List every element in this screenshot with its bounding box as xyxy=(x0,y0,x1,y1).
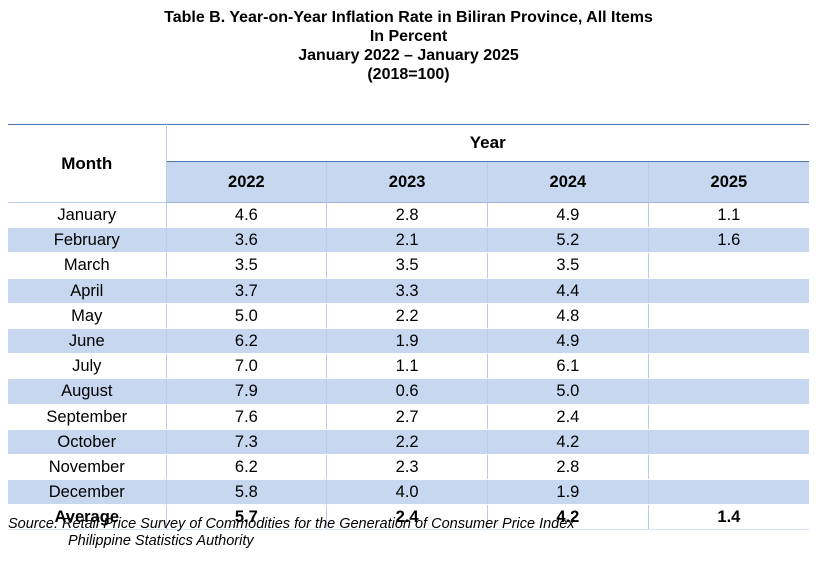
value-cell-2022: 5.8 xyxy=(165,479,327,506)
value-cell-2025 xyxy=(647,378,809,405)
value-cell-2024: 4.9 xyxy=(487,328,649,355)
title-line-2: In Percent xyxy=(369,28,448,45)
value-cell-2024: 4.4 xyxy=(487,278,649,304)
month-cell: August xyxy=(8,378,166,405)
source-line-2: Philippine Statistics Authority xyxy=(68,533,254,549)
value-cell-2022: 5.0 xyxy=(165,303,327,329)
average-value-2022: 5.7 xyxy=(165,504,327,531)
month-cell: July xyxy=(8,353,166,380)
value-cell-2023: 1.9 xyxy=(326,328,488,355)
year-column-group-header: Year xyxy=(165,124,809,162)
month-cell: April xyxy=(8,278,166,304)
month-cell: September xyxy=(8,404,166,430)
year-header-2024: 2024 xyxy=(487,161,649,203)
value-cell-2024: 4.9 xyxy=(487,202,649,229)
table-row: December 5.8 4.0 1.9 xyxy=(8,479,809,506)
value-cell-2022: 7.6 xyxy=(165,404,327,430)
value-cell-2024: 6.1 xyxy=(487,353,649,380)
month-cell: June xyxy=(8,328,166,355)
value-cell-2025: 1.1 xyxy=(647,202,809,229)
table-row: May 5.0 2.2 4.8 xyxy=(8,303,809,329)
year-header-2023: 2023 xyxy=(326,161,488,203)
value-cell-2023: 3.5 xyxy=(326,252,488,279)
month-cell: May xyxy=(8,303,166,329)
value-cell-2022: 3.7 xyxy=(165,278,327,304)
average-label: Average xyxy=(8,504,166,531)
title-line-3: January 2022 – January 2025 xyxy=(298,47,519,64)
value-cell-2025 xyxy=(647,278,809,304)
value-cell-2022: 3.5 xyxy=(165,252,327,279)
month-cell: February xyxy=(8,227,166,254)
value-cell-2023: 4.0 xyxy=(326,479,488,506)
value-cell-2023: 0.6 xyxy=(326,378,488,405)
source-note: Source: Retail Price Survey of Commoditi… xyxy=(8,516,575,550)
average-value-2023: 2.4 xyxy=(326,504,488,531)
value-cell-2022: 6.2 xyxy=(165,454,327,481)
table-row: April 3.7 3.3 4.4 xyxy=(8,278,809,304)
value-cell-2024: 2.4 xyxy=(487,404,649,430)
value-cell-2023: 2.7 xyxy=(326,404,488,430)
title-line-1: Table B. Year-on-Year Inflation Rate in … xyxy=(164,9,653,26)
year-header-2022: 2022 xyxy=(166,161,327,203)
value-cell-2023: 2.8 xyxy=(326,202,488,229)
value-cell-2025 xyxy=(647,353,809,380)
month-cell: March xyxy=(8,252,166,279)
table-body: January 4.6 2.8 4.9 1.1 February 3.6 2.1 5.2 1.6 M… xyxy=(8,202,809,506)
value-cell-2024: 5.2 xyxy=(487,227,649,254)
value-cell-2022: 6.2 xyxy=(165,328,327,355)
table-row: June 6.2 1.9 4.9 xyxy=(8,328,809,355)
value-cell-2023: 2.1 xyxy=(326,227,488,254)
title-line-4: (2018=100) xyxy=(367,66,450,83)
table-row: September 7.6 2.7 2.4 xyxy=(8,404,809,430)
value-cell-2023: 1.1 xyxy=(326,353,488,380)
table-row: July 7.0 1.1 6.1 xyxy=(8,353,809,380)
average-row: Average 5.7 2.4 4.2 1.4 xyxy=(8,504,809,531)
month-cell: October xyxy=(8,429,166,455)
value-cell-2025 xyxy=(647,479,809,506)
value-cell-2025 xyxy=(647,303,809,329)
value-cell-2023: 2.3 xyxy=(326,454,488,481)
table-row: March 3.5 3.5 3.5 xyxy=(8,252,809,279)
value-cell-2022: 7.0 xyxy=(165,353,327,380)
table-title: Table B. Year-on-Year Inflation Rate in … xyxy=(0,8,817,84)
value-cell-2023: 2.2 xyxy=(326,429,488,455)
inflation-table: Month Year 2022 2023 2024 2025 January 4.… xyxy=(8,124,809,531)
value-cell-2022: 4.6 xyxy=(165,202,327,229)
month-cell: January xyxy=(8,202,166,229)
value-cell-2025 xyxy=(647,454,809,481)
year-header-2025: 2025 xyxy=(647,161,809,203)
table-row: August 7.9 0.6 5.0 xyxy=(8,378,809,405)
value-cell-2024: 1.9 xyxy=(487,479,649,506)
table-row: February 3.6 2.1 5.2 1.6 xyxy=(8,227,809,254)
average-value-2024: 4.2 xyxy=(487,504,649,531)
value-cell-2024: 4.2 xyxy=(487,429,649,455)
month-cell: December xyxy=(8,479,166,506)
value-cell-2022: 7.3 xyxy=(165,429,327,455)
value-cell-2024: 4.8 xyxy=(487,303,649,329)
average-value-2025: 1.4 xyxy=(647,504,809,531)
value-cell-2024: 2.8 xyxy=(487,454,649,481)
table-row: January 4.6 2.8 4.9 1.1 xyxy=(8,202,809,229)
value-cell-2024: 5.0 xyxy=(487,378,649,405)
value-cell-2023: 3.3 xyxy=(326,278,488,304)
value-cell-2025 xyxy=(647,328,809,355)
table-row: October 7.3 2.2 4.2 xyxy=(8,429,809,455)
table-row: November 6.2 2.3 2.8 xyxy=(8,454,809,481)
month-column-header: Month xyxy=(8,124,167,203)
value-cell-2025: 1.6 xyxy=(647,227,809,254)
value-cell-2023: 2.2 xyxy=(326,303,488,329)
value-cell-2024: 3.5 xyxy=(487,252,649,279)
month-cell: November xyxy=(8,454,166,481)
source-line-1: Source: Retail Price Survey of Commoditi… xyxy=(8,516,575,532)
value-cell-2025 xyxy=(647,252,809,279)
value-cell-2022: 7.9 xyxy=(165,378,327,405)
value-cell-2022: 3.6 xyxy=(165,227,327,254)
value-cell-2025 xyxy=(647,404,809,430)
value-cell-2025 xyxy=(647,429,809,455)
